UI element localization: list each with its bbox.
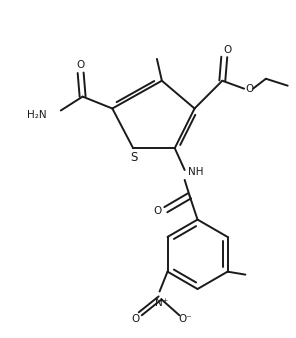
Text: O: O (223, 45, 231, 55)
Text: O: O (154, 206, 162, 216)
Text: H₂N: H₂N (27, 111, 47, 120)
Text: O⁻: O⁻ (178, 314, 192, 324)
Text: N⁺: N⁺ (155, 298, 168, 308)
Text: O: O (76, 60, 85, 70)
Text: O: O (245, 84, 253, 94)
Text: O: O (132, 314, 140, 324)
Text: NH: NH (188, 167, 203, 177)
Text: S: S (131, 151, 138, 164)
